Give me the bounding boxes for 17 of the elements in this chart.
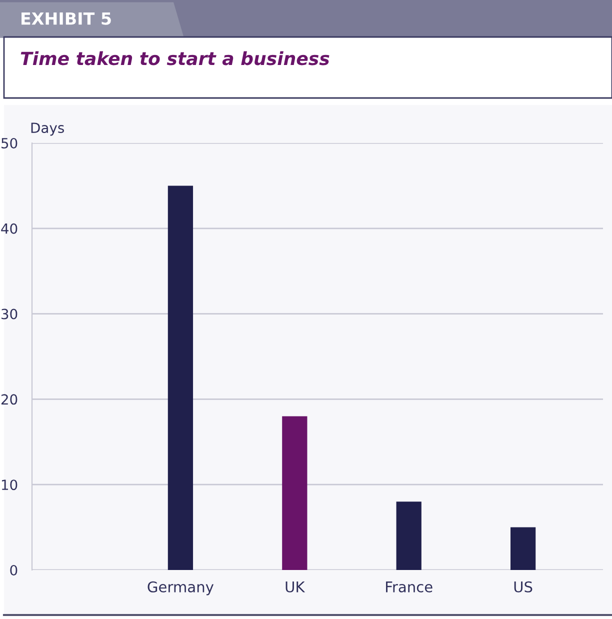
x-tick-label: UK — [286, 582, 306, 592]
y-tick-label: 30 — [1, 308, 18, 320]
bar — [282, 416, 308, 570]
text: EXHIBIT 5 — [22, 12, 111, 25]
chart-title: Time taken to start a business — [20, 51, 330, 66]
bar — [510, 527, 536, 570]
bar — [396, 502, 422, 570]
y-tick-label: 50 — [2, 138, 18, 148]
x-tick-label: US — [514, 581, 532, 592]
y-tick-label: 40 — [1, 223, 18, 234]
y-tick-label: 0 — [10, 564, 18, 576]
x-tick-label: France — [386, 582, 432, 592]
y-tick-label: 20 — [1, 394, 18, 405]
x-tick-label: Germany — [148, 581, 214, 596]
y-axis-title: Days — [31, 122, 64, 136]
bar — [168, 186, 194, 570]
y-tick-label: 10 — [2, 480, 18, 490]
